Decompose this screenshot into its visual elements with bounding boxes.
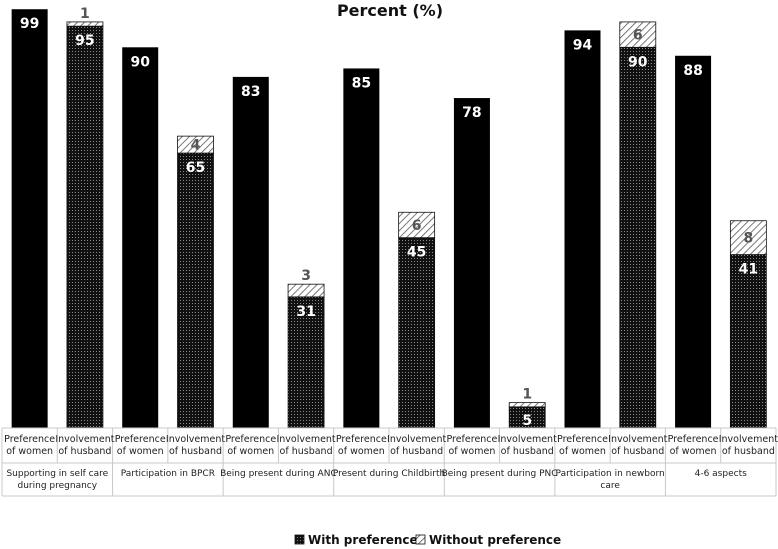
x-tick-label: Preference: [446, 434, 497, 445]
data-label-husband-with: 65: [186, 160, 205, 176]
bar-husband-without-preference: [508, 402, 546, 408]
data-label-women: 94: [573, 37, 593, 53]
x-tick-label: Involvement: [608, 434, 667, 445]
x-tick-label: Preference: [115, 434, 166, 445]
x-tick-label: of women: [338, 446, 385, 457]
data-label-women: 99: [20, 16, 39, 32]
bar-husband-without-preference: [729, 220, 767, 255]
x-tick-label: Preference: [4, 434, 55, 445]
bar-husband-with-preference: [287, 296, 325, 429]
x-tick-label: Involvement: [55, 434, 114, 445]
x-tick-label: of women: [448, 446, 495, 457]
x-tick-label: of husband: [611, 446, 664, 457]
x-tick-label: Involvement: [387, 434, 446, 445]
x-tick-label: of husband: [390, 446, 443, 457]
bar-husband-without-preference: [177, 135, 214, 154]
data-label-women: 88: [683, 63, 702, 79]
x-tick-label: Preference: [336, 434, 387, 445]
x-tick-label: Preference: [225, 434, 276, 445]
bar-husband-with-preference: [619, 46, 657, 429]
data-label-husband-without: 6: [633, 28, 643, 44]
bar-husband-with-preference: [177, 152, 214, 429]
bar-husband-with-preference: [66, 25, 104, 429]
x-tick-label: of women: [117, 446, 164, 457]
group-label: Being present during PNC: [442, 469, 558, 479]
data-label-husband-with: 5: [522, 413, 532, 429]
data-label-women: 83: [241, 84, 260, 100]
bar-husband-without-preference: [287, 283, 325, 298]
bar-husband-with-preference: [398, 237, 436, 429]
group-label: Participation in newborn: [556, 469, 665, 479]
x-tick-label: Involvement: [498, 434, 557, 445]
x-tick-label: of husband: [58, 446, 111, 457]
group-label: 4-6 aspects: [695, 469, 747, 479]
x-tick-label: of husband: [169, 446, 222, 457]
data-label-husband-with: 41: [739, 262, 758, 278]
x-tick-label: Preference: [557, 434, 608, 445]
data-label-women: 85: [352, 75, 371, 91]
x-tick-label: of husband: [280, 446, 333, 457]
x-tick-label: Preference: [668, 434, 719, 445]
data-label-husband-with: 31: [296, 304, 315, 320]
x-tick-label: of husband: [722, 446, 775, 457]
bar-husband-without-preference: [66, 21, 104, 27]
x-tick-label: of husband: [501, 446, 554, 457]
bar-husband-with-preference: [729, 254, 767, 429]
data-label-husband-without: 1: [80, 6, 90, 22]
bar-women: [343, 68, 380, 428]
data-label-husband-with: 90: [628, 54, 648, 70]
group-label: during pregnancy: [18, 481, 98, 491]
x-tick-label: Involvement: [276, 434, 335, 445]
bar-women: [11, 9, 48, 428]
bar-women: [232, 76, 269, 428]
x-tick-label: of women: [6, 446, 53, 457]
x-tick-label: of women: [227, 446, 274, 457]
data-label-husband-without: 4: [191, 138, 201, 154]
legend-swatch-with-preference: [294, 534, 305, 545]
group-label: Present during Childbirth: [333, 469, 445, 479]
x-tick-label: Involvement: [719, 434, 778, 445]
group-label: Supporting in self care: [6, 469, 108, 479]
bar-women: [122, 47, 159, 429]
data-label-husband-with: 45: [407, 245, 426, 261]
data-label-husband-without: 1: [522, 387, 532, 403]
legend-label-without-preference: Without preference: [429, 533, 561, 547]
bar-women: [675, 55, 712, 428]
bar-women: [453, 98, 490, 428]
x-tick-label: Involvement: [166, 434, 225, 445]
x-tick-label: of women: [559, 446, 606, 457]
x-tick-label: of women: [670, 446, 717, 457]
data-label-women: 78: [462, 105, 481, 121]
legend-label-with-preference: With preference: [308, 533, 418, 547]
bar-women: [564, 30, 601, 428]
data-label-husband-without: 6: [412, 218, 422, 234]
bar-husband-without-preference: [398, 211, 436, 239]
group-label: care: [600, 481, 620, 491]
bar-husband-without-preference: [619, 21, 657, 48]
chart-title: Percent (%): [337, 1, 443, 20]
group-label: Participation in BPCR: [121, 469, 215, 479]
data-label-husband-with: 95: [75, 33, 94, 49]
data-label-women: 90: [130, 54, 150, 70]
data-label-husband-without: 8: [743, 231, 753, 247]
legend-swatch-without-preference: [415, 534, 426, 545]
data-label-husband-without: 3: [301, 268, 311, 284]
group-label: Being present during ANC: [220, 469, 337, 479]
